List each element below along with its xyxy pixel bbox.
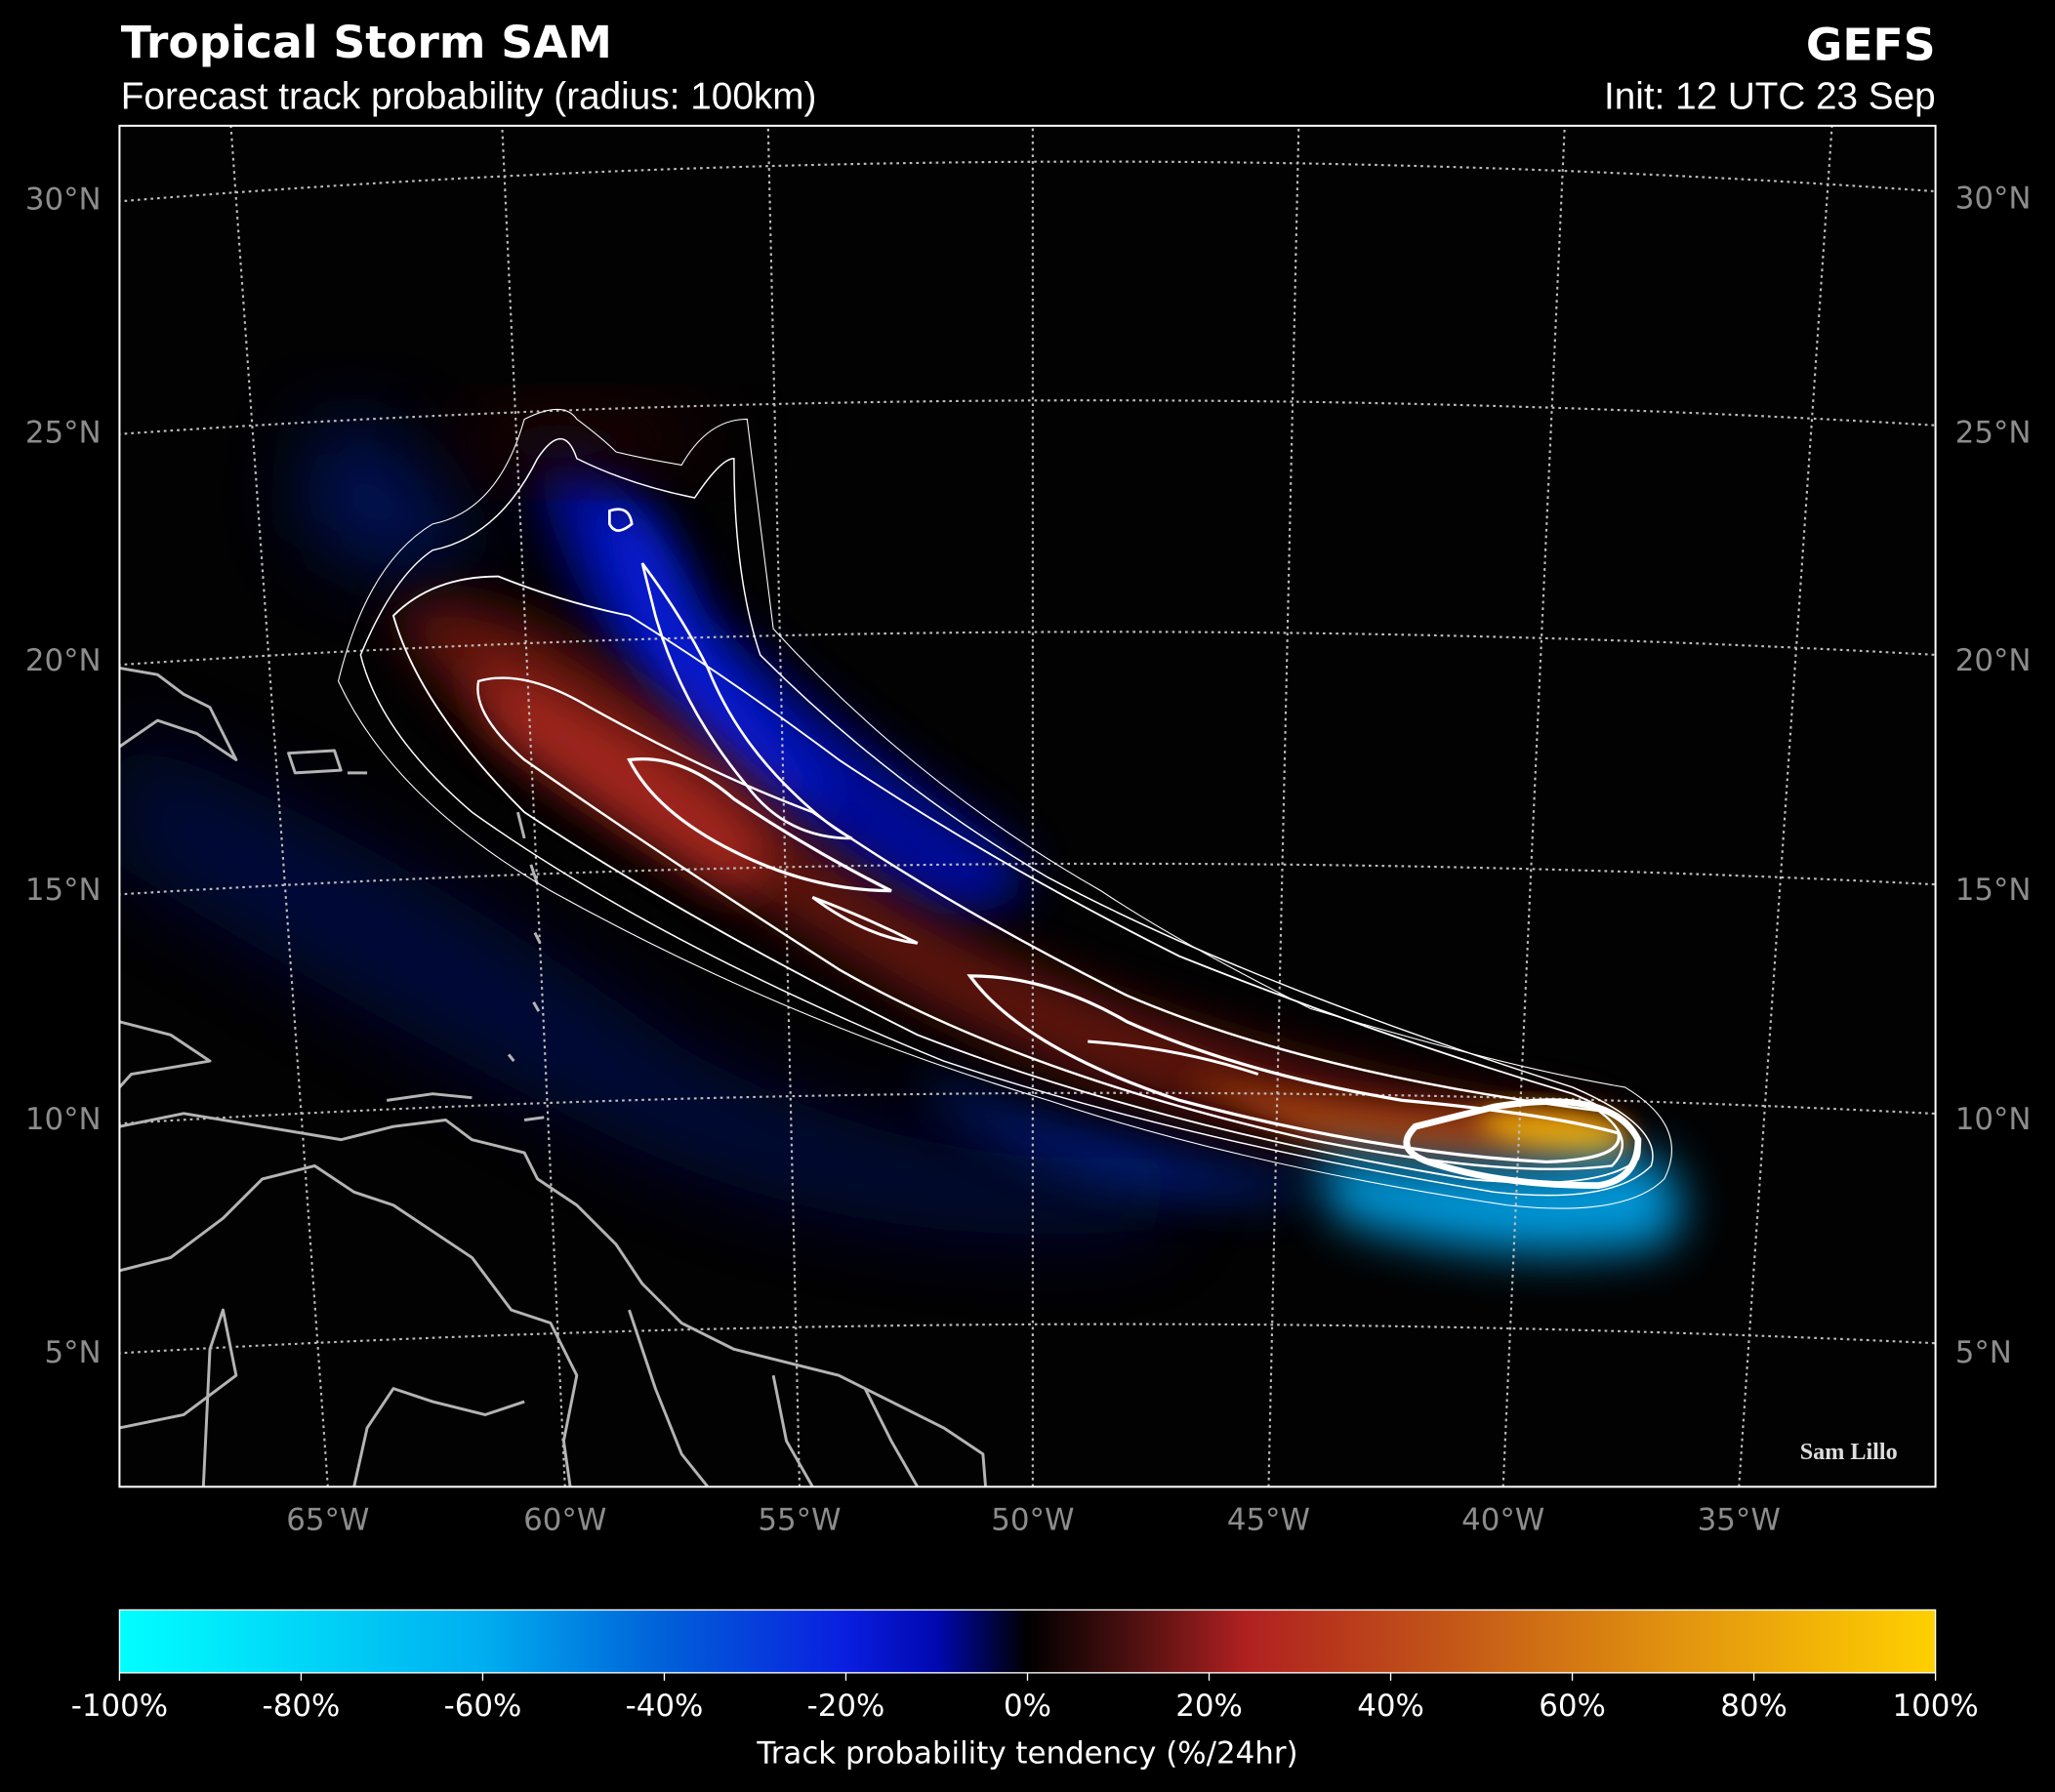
lon-label: 45°W bbox=[1227, 1503, 1310, 1538]
lon-label: 60°W bbox=[523, 1503, 606, 1538]
meridian bbox=[229, 125, 329, 1487]
lat-label: 5°N bbox=[44, 1335, 101, 1370]
lat-label: 25°N bbox=[25, 416, 102, 451]
model: GEFS bbox=[1806, 20, 1936, 71]
meridian bbox=[1738, 125, 1833, 1487]
lat-label: 30°N bbox=[1955, 181, 2032, 216]
colorbar-tick-label: 40% bbox=[1357, 1689, 1424, 1724]
colorbar-ticks: -100% -80% -60% -40% -20% 0% 20% 40% 60% 80% 100% bbox=[71, 1672, 1979, 1724]
lat-label: 15°N bbox=[25, 873, 102, 908]
axis-labels: 30°N 30°N 25°N 25°N 20°N 20°N 15°N 15°N 10°N 10°N… bbox=[25, 181, 2032, 1537]
lat-label: 20°N bbox=[25, 643, 102, 678]
colorbar-label: Track probability tendency (%/24hr) bbox=[756, 1735, 1297, 1771]
lat-label: 15°N bbox=[1955, 873, 2032, 908]
colorbar-tick-label: 80% bbox=[1720, 1689, 1788, 1724]
colorbar-scale bbox=[118, 1609, 1937, 1674]
colorbar-tick-label: -40% bbox=[626, 1689, 704, 1724]
parallel bbox=[119, 1091, 1936, 1125]
graticule bbox=[119, 125, 1936, 1487]
colorbar-tick-label: -20% bbox=[807, 1689, 885, 1724]
parallel bbox=[119, 1323, 1936, 1355]
meridian bbox=[766, 125, 801, 1487]
lon-label: 50°W bbox=[991, 1503, 1074, 1538]
init-time: Init: 12 UTC 23 Sep bbox=[1604, 75, 1936, 117]
map-frame bbox=[118, 124, 1937, 1488]
lat-label: 25°N bbox=[1955, 416, 2032, 451]
map: Sam Lillo bbox=[119, 125, 1936, 1487]
parallel bbox=[119, 160, 1936, 203]
lon-label: 40°W bbox=[1461, 1503, 1544, 1538]
parallel bbox=[119, 399, 1936, 435]
colorbar-tick-label: 60% bbox=[1539, 1689, 1606, 1724]
lat-label: 30°N bbox=[25, 183, 102, 218]
header: Tropical Storm SAM Forecast track probab… bbox=[121, 17, 1936, 117]
colorbar-tick-label: -80% bbox=[263, 1689, 341, 1724]
lat-label: 5°N bbox=[1955, 1335, 2012, 1370]
colorbar-tick-label: 20% bbox=[1175, 1689, 1243, 1724]
meridian bbox=[1501, 125, 1566, 1487]
lon-label: 65°W bbox=[286, 1503, 369, 1538]
probability-contours bbox=[337, 408, 1672, 1209]
coastlines bbox=[119, 667, 988, 1487]
subtitle: Forecast track probability (radius: 100k… bbox=[121, 75, 817, 117]
colorbar-tick-label: -60% bbox=[444, 1689, 522, 1724]
lon-label: 55°W bbox=[758, 1503, 841, 1538]
parallel bbox=[119, 862, 1936, 896]
meridian bbox=[1267, 125, 1300, 1487]
lat-label: 10°N bbox=[25, 1102, 102, 1137]
colorbar-tick-label: 0% bbox=[1004, 1689, 1051, 1724]
colorbar-tick-label: 100% bbox=[1892, 1689, 1978, 1724]
meridian bbox=[501, 125, 566, 1487]
lat-label: 10°N bbox=[1955, 1102, 2032, 1137]
colorbar: -100% -80% -60% -40% -20% 0% 20% 40% 60% 80% 100% … bbox=[71, 1609, 1979, 1771]
map-background bbox=[119, 125, 1936, 1487]
lon-label: 35°W bbox=[1698, 1503, 1781, 1538]
parallel bbox=[119, 631, 1936, 667]
lat-label: 20°N bbox=[1955, 643, 2032, 678]
colorbar-tick-label: -100% bbox=[71, 1689, 168, 1724]
credit: Sam Lillo bbox=[1800, 1439, 1898, 1465]
title: Tropical Storm SAM bbox=[121, 17, 612, 68]
